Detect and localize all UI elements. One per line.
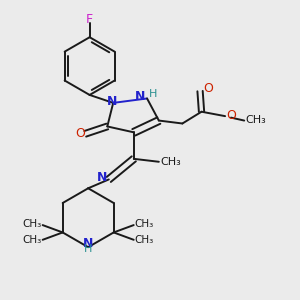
Text: H: H (149, 89, 158, 99)
Text: H: H (84, 244, 92, 254)
Text: N: N (83, 237, 93, 250)
Text: CH₃: CH₃ (135, 236, 154, 245)
Text: N: N (107, 95, 117, 108)
Text: CH₃: CH₃ (22, 220, 41, 230)
Text: O: O (226, 109, 236, 122)
Text: O: O (203, 82, 213, 95)
Text: N: N (135, 90, 146, 103)
Text: CH₃: CH₃ (246, 115, 266, 125)
Text: CH₃: CH₃ (22, 236, 41, 245)
Text: N: N (97, 172, 107, 184)
Text: CH₃: CH₃ (160, 157, 181, 167)
Text: F: F (86, 13, 93, 26)
Text: CH₃: CH₃ (135, 220, 154, 230)
Text: O: O (76, 127, 85, 140)
